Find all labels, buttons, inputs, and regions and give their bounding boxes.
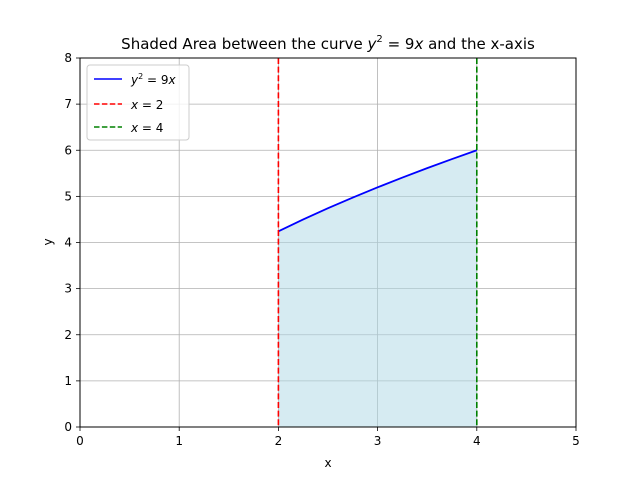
- legend-x4-lhs: x: [130, 121, 139, 135]
- chart-title-x: x: [413, 35, 423, 53]
- y-tick-label: 7: [64, 97, 72, 111]
- y-ticks: 0 1 2 3 4 5 6 7 8: [64, 51, 80, 434]
- legend-curve-rhs-prefix: = 9: [143, 73, 168, 87]
- legend-curve-rhs-var: x: [168, 73, 177, 87]
- x-tick-label: 4: [473, 434, 481, 448]
- chart-title-exp: 2: [376, 34, 382, 45]
- chart-title-prefix: Shaded Area between the curve: [121, 35, 367, 53]
- x-ticks: 0 1 2 3 4 5: [76, 427, 580, 448]
- chart-title-eq: = 9: [383, 35, 415, 53]
- y-tick-label: 2: [64, 328, 72, 342]
- x-tick-label: 3: [374, 434, 382, 448]
- legend-curve-exp: 2: [138, 72, 143, 81]
- x-tick-label: 5: [572, 434, 580, 448]
- x-axis-label: x: [324, 456, 331, 470]
- curve-line: [278, 149, 478, 233]
- y-tick-label: 1: [64, 374, 72, 388]
- legend-box: [86, 64, 190, 141]
- vertical-lines: [277, 58, 478, 427]
- legend-label-x2: x = 2: [130, 98, 163, 112]
- legend-label-curve: y2 = 9x: [130, 72, 177, 87]
- y-tick-label: 6: [64, 143, 72, 157]
- legend-curve-lhs: y: [130, 73, 139, 87]
- y-tick-label: 8: [64, 51, 72, 65]
- legend-x2-lhs: x: [130, 98, 139, 112]
- chart-title: Shaded Area between the curve y2 = 9x an…: [121, 34, 535, 53]
- legend-x4-rhs: = 4: [138, 121, 163, 135]
- x-tick-label: 1: [175, 434, 183, 448]
- legend-x2-rhs: = 2: [138, 98, 163, 112]
- y-tick-label: 4: [64, 236, 72, 250]
- y-axis-label: y: [41, 238, 55, 245]
- x-tick-label: 2: [275, 434, 283, 448]
- chart-title-suffix: and the x-axis: [423, 35, 535, 53]
- chart-title-y: y: [367, 35, 378, 53]
- y-tick-label: 5: [64, 189, 72, 203]
- x-tick-label: 0: [76, 434, 84, 448]
- y-tick-label: 0: [64, 420, 72, 434]
- legend: y2 = 9x x = 2 x = 4: [86, 64, 190, 141]
- y-tick-label: 3: [64, 282, 72, 296]
- shaded-area: [278, 150, 477, 427]
- legend-label-x4: x = 4: [130, 121, 163, 135]
